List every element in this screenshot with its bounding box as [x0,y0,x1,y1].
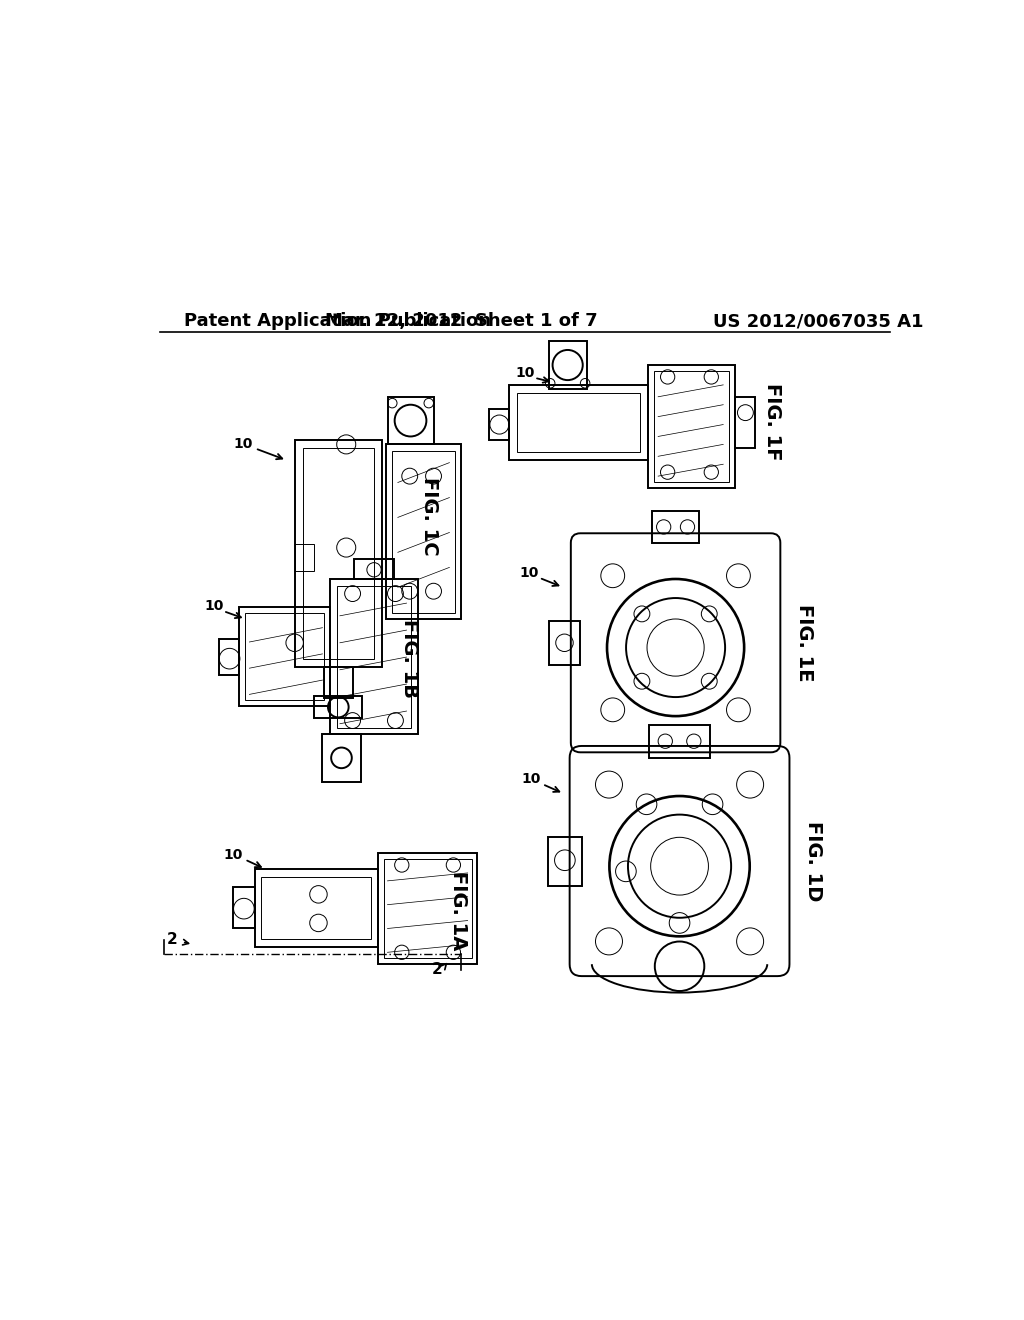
Bar [649,725,710,758]
Bar [331,579,418,734]
Bar [387,397,433,445]
Text: 10: 10 [521,772,541,787]
Text: 10: 10 [224,849,244,862]
Bar [548,837,582,887]
Bar [549,342,587,389]
Bar [323,734,360,781]
Bar [239,607,331,706]
Bar [303,449,374,659]
Bar [384,859,472,958]
Text: FIG. 1A: FIG. 1A [449,871,468,950]
Text: FIG. 1F: FIG. 1F [763,383,782,461]
Bar [648,366,735,488]
Bar [219,639,240,675]
Text: 10: 10 [519,566,539,579]
Bar [509,385,648,461]
Bar [295,441,382,667]
Text: 10: 10 [515,366,535,380]
Bar [489,409,509,441]
Text: 2: 2 [432,962,442,977]
Text: 10: 10 [204,599,223,614]
Bar [354,560,394,579]
Bar [232,887,255,928]
Bar [314,696,362,718]
Text: Patent Application Publication: Patent Application Publication [183,313,490,330]
Text: FIG. 1C: FIG. 1C [420,477,439,556]
Bar [245,612,324,700]
Text: FIG. 1D: FIG. 1D [804,821,823,902]
Bar [392,450,455,612]
Bar [386,445,461,619]
Text: Mar. 22, 2012  Sheet 1 of 7: Mar. 22, 2012 Sheet 1 of 7 [325,313,598,330]
Bar [255,869,378,946]
Text: 10: 10 [233,437,253,451]
Text: FIG. 1B: FIG. 1B [400,619,419,698]
Bar [517,393,640,453]
Bar [654,371,729,482]
Bar [261,876,371,939]
Text: 2: 2 [167,932,178,946]
Bar [651,511,699,543]
Bar [549,622,581,665]
Bar [735,397,755,449]
Bar [324,667,352,698]
Bar [378,853,477,964]
Text: FIG. 1E: FIG. 1E [795,605,814,681]
Bar [337,586,412,727]
Text: US 2012/0067035 A1: US 2012/0067035 A1 [713,313,924,330]
Bar [295,544,314,572]
